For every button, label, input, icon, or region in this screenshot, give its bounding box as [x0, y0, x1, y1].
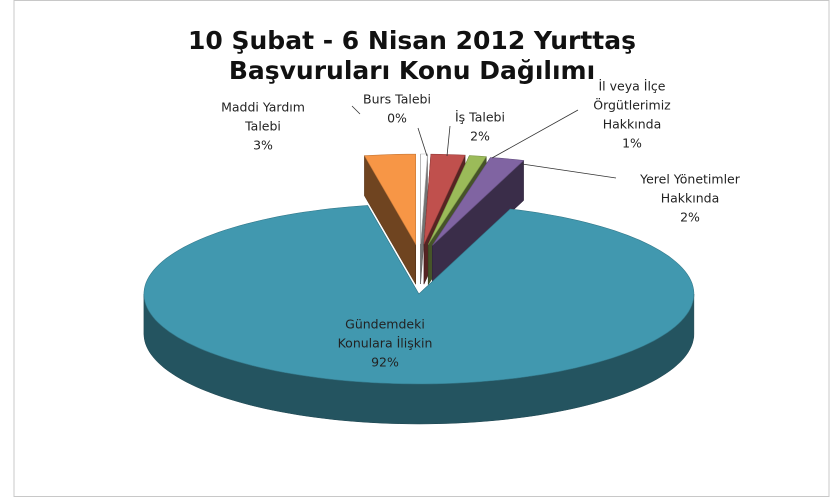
category-label: Gündemdeki [345, 317, 425, 332]
slice [423, 153, 466, 245]
slice-tops [143, 153, 695, 385]
category-label: Hakkında [603, 117, 662, 132]
value-label: 2% [680, 210, 700, 225]
slice [420, 153, 428, 245]
category-label: Konulara İlişkin [338, 336, 433, 351]
chart-title: Başvuruları Konu Dağılımı [229, 56, 595, 85]
leader-line [351, 105, 361, 115]
value-label: 2% [470, 129, 490, 144]
category-label: Örgütlerimiz [593, 97, 671, 113]
slice [363, 153, 416, 246]
category-label: Maddi Yardım [221, 100, 305, 115]
category-label: Talebi [244, 119, 281, 134]
value-label: 1% [622, 136, 642, 151]
category-label: İş Talebi [455, 110, 505, 125]
chart-title: 10 Şubat - 6 Nisan 2012 Yurttaş [188, 26, 636, 55]
leader-line [491, 109, 579, 159]
leader-line [446, 125, 451, 157]
slice [143, 205, 695, 385]
category-label: İl veya İlçe [599, 79, 666, 94]
value-label: 0% [387, 111, 407, 126]
category-label: Hakkında [661, 191, 720, 206]
category-label: Burs Talebi [363, 92, 431, 107]
slice [432, 157, 525, 246]
labels: Burs Talebi 0% İş Talebi 2% İl veya İlçe Örgü… [221, 79, 741, 370]
value-label: 92% [371, 355, 399, 370]
leader-line [417, 127, 428, 157]
value-label: 3% [253, 138, 273, 153]
slice [427, 155, 487, 245]
category-label: Yerel Yönetimler [639, 172, 741, 187]
leader-line [521, 163, 617, 179]
